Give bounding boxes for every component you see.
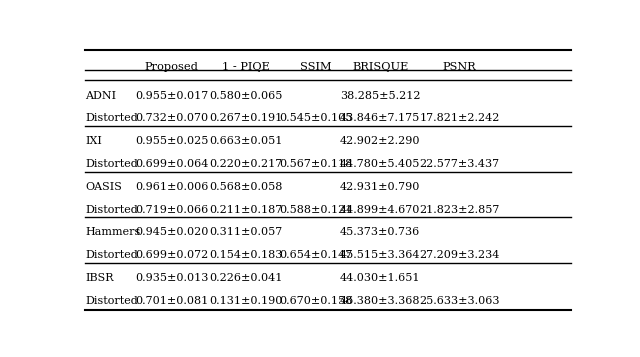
Text: SSIM: SSIM [300,62,332,72]
Text: Distorted: Distorted [85,205,138,215]
Text: 25.633±3.063: 25.633±3.063 [419,296,500,306]
Text: 0.311±0.057: 0.311±0.057 [209,227,283,237]
Text: 0.580±0.065: 0.580±0.065 [209,91,283,101]
Text: 1 - PIQE: 1 - PIQE [222,62,270,72]
Text: ADNI: ADNI [85,91,116,101]
Text: 45.373±0.736: 45.373±0.736 [340,227,420,237]
Text: 0.211±0.187: 0.211±0.187 [209,205,283,215]
Text: 0.663±0.051: 0.663±0.051 [209,136,283,146]
Text: Distorted: Distorted [85,250,138,260]
Text: 0.220±0.217: 0.220±0.217 [209,159,283,169]
Text: 38.285±5.212: 38.285±5.212 [340,91,420,101]
Text: 0.226±0.041: 0.226±0.041 [209,273,283,283]
Text: 0.955±0.017: 0.955±0.017 [135,91,209,101]
Text: 42.931±0.790: 42.931±0.790 [340,182,420,192]
Text: 0.588±0.121: 0.588±0.121 [279,205,352,215]
Text: 0.699±0.064: 0.699±0.064 [135,159,209,169]
Text: 21.823±2.857: 21.823±2.857 [419,205,500,215]
Text: BRISQUE: BRISQUE [352,62,408,72]
Text: 44.030±1.651: 44.030±1.651 [340,273,420,283]
Text: 17.821±2.242: 17.821±2.242 [419,114,500,124]
Text: 0.545±0.105: 0.545±0.105 [279,114,352,124]
Text: 0.267±0.191: 0.267±0.191 [209,114,283,124]
Text: 0.955±0.025: 0.955±0.025 [135,136,209,146]
Text: 0.701±0.081: 0.701±0.081 [135,296,209,306]
Text: 0.699±0.072: 0.699±0.072 [135,250,209,260]
Text: 0.719±0.066: 0.719±0.066 [135,205,209,215]
Text: IBSR: IBSR [85,273,113,283]
Text: 44.780±5.405: 44.780±5.405 [340,159,420,169]
Text: PSNR: PSNR [443,62,476,72]
Text: 0.567±0.118: 0.567±0.118 [279,159,352,169]
Text: 22.577±3.437: 22.577±3.437 [419,159,499,169]
Text: 43.846±7.175: 43.846±7.175 [340,114,420,124]
Text: 27.209±3.234: 27.209±3.234 [419,250,500,260]
Text: IXI: IXI [85,136,102,146]
Text: Distorted: Distorted [85,114,138,124]
Text: 0.935±0.013: 0.935±0.013 [135,273,209,283]
Text: 44.899±4.670: 44.899±4.670 [340,205,420,215]
Text: 0.568±0.058: 0.568±0.058 [209,182,283,192]
Text: OASIS: OASIS [85,182,122,192]
Text: 0.732±0.070: 0.732±0.070 [135,114,209,124]
Text: Hammers: Hammers [85,227,140,237]
Text: 45.515±3.364: 45.515±3.364 [340,250,420,260]
Text: 0.131±0.190: 0.131±0.190 [209,296,283,306]
Text: Distorted: Distorted [85,159,138,169]
Text: Distorted: Distorted [85,296,138,306]
Text: 46.380±3.368: 46.380±3.368 [340,296,420,306]
Text: 0.670±0.158: 0.670±0.158 [279,296,352,306]
Text: 42.902±2.290: 42.902±2.290 [340,136,420,146]
Text: Proposed: Proposed [145,62,198,72]
Text: 0.654±0.147: 0.654±0.147 [279,250,352,260]
Text: 0.945±0.020: 0.945±0.020 [135,227,209,237]
Text: 0.961±0.006: 0.961±0.006 [135,182,209,192]
Text: 0.154±0.183: 0.154±0.183 [209,250,283,260]
